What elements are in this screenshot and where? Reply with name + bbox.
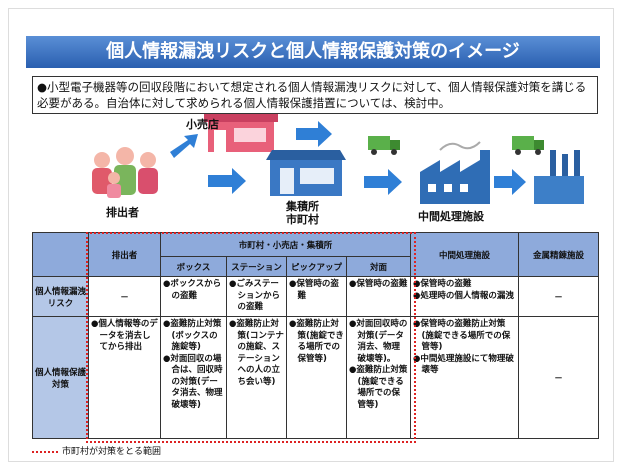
slide-frame: [8, 8, 614, 462]
cell-item: ●盗難防止対策(施錠できる場所での保管等): [289, 319, 344, 364]
legend-text: 市町村が対策をとる範囲: [62, 447, 162, 457]
table-cell: ●ごみステーションからの盗難: [226, 276, 287, 317]
table-row: 個人情報保護対策 ●個人情報等のデータを消去してから排出 ●盗難防止対策(ボックスの…: [32, 316, 600, 439]
table-cell: ●対面回収時の対策(データ消去、物理破壊等)。 ●盗難防止対策(施錠できる場所での…: [345, 316, 412, 439]
cell-item: ●処理時の個人情報の漏洩: [413, 290, 514, 301]
intermediate-icon: [420, 141, 490, 204]
intermediate-label: 中間処理施設: [418, 210, 484, 223]
cell-item: ●対面回収時の対策(データ消去、物理破壊等)。: [349, 319, 408, 364]
corner-cell: [32, 232, 89, 277]
table-cell: ●盗難防止対策(コンテナの施錠、ステーションへの人の立ち会い等): [226, 316, 287, 439]
smelting-icon: [534, 150, 584, 204]
collection-icon: [266, 150, 346, 196]
measures-table: 排出者 市町村・小売店・集積所 中間処理施設 金属精錬施設 ボックス ステーショ…: [32, 232, 600, 439]
sub-column-header: ステーション: [226, 256, 287, 277]
table-cell: ●保管時の盗難: [345, 276, 412, 317]
table-cell: －: [518, 276, 600, 317]
cell-item: ●ボックスからの盗難: [163, 279, 222, 301]
table-cell: ●保管時の盗難防止対策(施錠できる場所での保管等) ●中間処理施設にて物理破壊等: [410, 316, 520, 439]
cell-item: ●保管時の盗難: [413, 279, 472, 289]
cell-item: －: [554, 292, 563, 303]
cell-item: ●個人情報等のデータを消去してから排出: [91, 319, 158, 352]
table-cell: ●個人情報等のデータを消去してから排出: [88, 316, 161, 439]
table-cell: ●保管時の盗難 ●処理時の個人情報の漏洩: [410, 276, 520, 317]
column-group-header: 市町村・小売店・集積所: [159, 232, 412, 257]
table-cell: ●ボックスからの盗難: [160, 276, 227, 317]
slide-title: 個人情報漏洩リスクと個人情報保護対策のイメージ: [26, 36, 600, 68]
row-header: 個人情報保護対策: [32, 316, 89, 439]
emitter-label: 排出者: [106, 206, 139, 219]
retail-label: 小売店: [186, 118, 219, 131]
table-row: 個人情報漏洩リスク － ●ボックスからの盗難 ●ごみステーションからの盗難 ●保管時の盗…: [32, 276, 600, 317]
cell-item: ●保管時の盗難防止対策(施錠できる場所での保管等): [413, 319, 511, 352]
cell-item: ●対面回収の場合は、回収時の対策(データ消去、物理破壊等): [163, 353, 223, 410]
sub-column-header: 対面: [345, 256, 412, 277]
row-header: 個人情報漏洩リスク: [32, 276, 89, 317]
cell-item: ●中間処理施設にて物理破壊等: [413, 353, 514, 376]
cell-item: ●保管時の盗難: [289, 279, 339, 301]
cell-item: ●盗難防止対策(ボックスの施錠等): [163, 319, 222, 352]
column-header: 中間処理施設: [410, 232, 520, 277]
collection-label: 集積所 市町村: [286, 200, 319, 226]
cell-item: ●ごみステーションからの盗難: [229, 279, 281, 312]
legend: 市町村が対策をとる範囲: [32, 444, 161, 457]
sub-column-header: ピックアップ: [286, 256, 347, 277]
cell-item: ●盗難防止対策(コンテナの施錠、ステーションへの人の立ち会い等): [229, 319, 284, 387]
collection-label-line: 市町村: [286, 213, 319, 226]
cell-item: －: [120, 292, 129, 303]
flow-arrows: [170, 121, 526, 195]
sub-column-header: ボックス: [160, 256, 227, 277]
column-header: 排出者: [88, 232, 161, 277]
table-cell: ●盗難防止対策(ボックスの施錠等) ●対面回収の場合は、回収時の対策(データ消去、…: [160, 316, 227, 439]
retail-icon: [204, 114, 278, 152]
table-cell: ●保管時の盗難: [286, 276, 347, 317]
column-header: 金属精錬施設: [518, 232, 600, 277]
intro-text: ●小型電子機器等の回収段階において想定される個人情報漏洩リスクに対して、個人情報…: [32, 76, 598, 114]
cell-item: ●保管時の盗難: [349, 279, 408, 289]
legend-swatch: [32, 450, 58, 453]
collection-label-line: 集積所: [286, 200, 319, 213]
table-cell: －: [518, 316, 600, 439]
cell-item: －: [554, 373, 563, 384]
emitter-icon: [92, 147, 158, 198]
truck-icons: [368, 136, 544, 155]
flow-illustration: [92, 114, 584, 204]
table-cell: ●盗難防止対策(施錠できる場所での保管等): [286, 316, 347, 439]
cell-item: ●盗難防止対策(施錠できる場所での保管等): [349, 365, 408, 410]
table-body: 個人情報漏洩リスク － ●ボックスからの盗難 ●ごみステーションからの盗難 ●保管時の盗…: [32, 276, 600, 439]
table-cell: －: [88, 276, 161, 317]
